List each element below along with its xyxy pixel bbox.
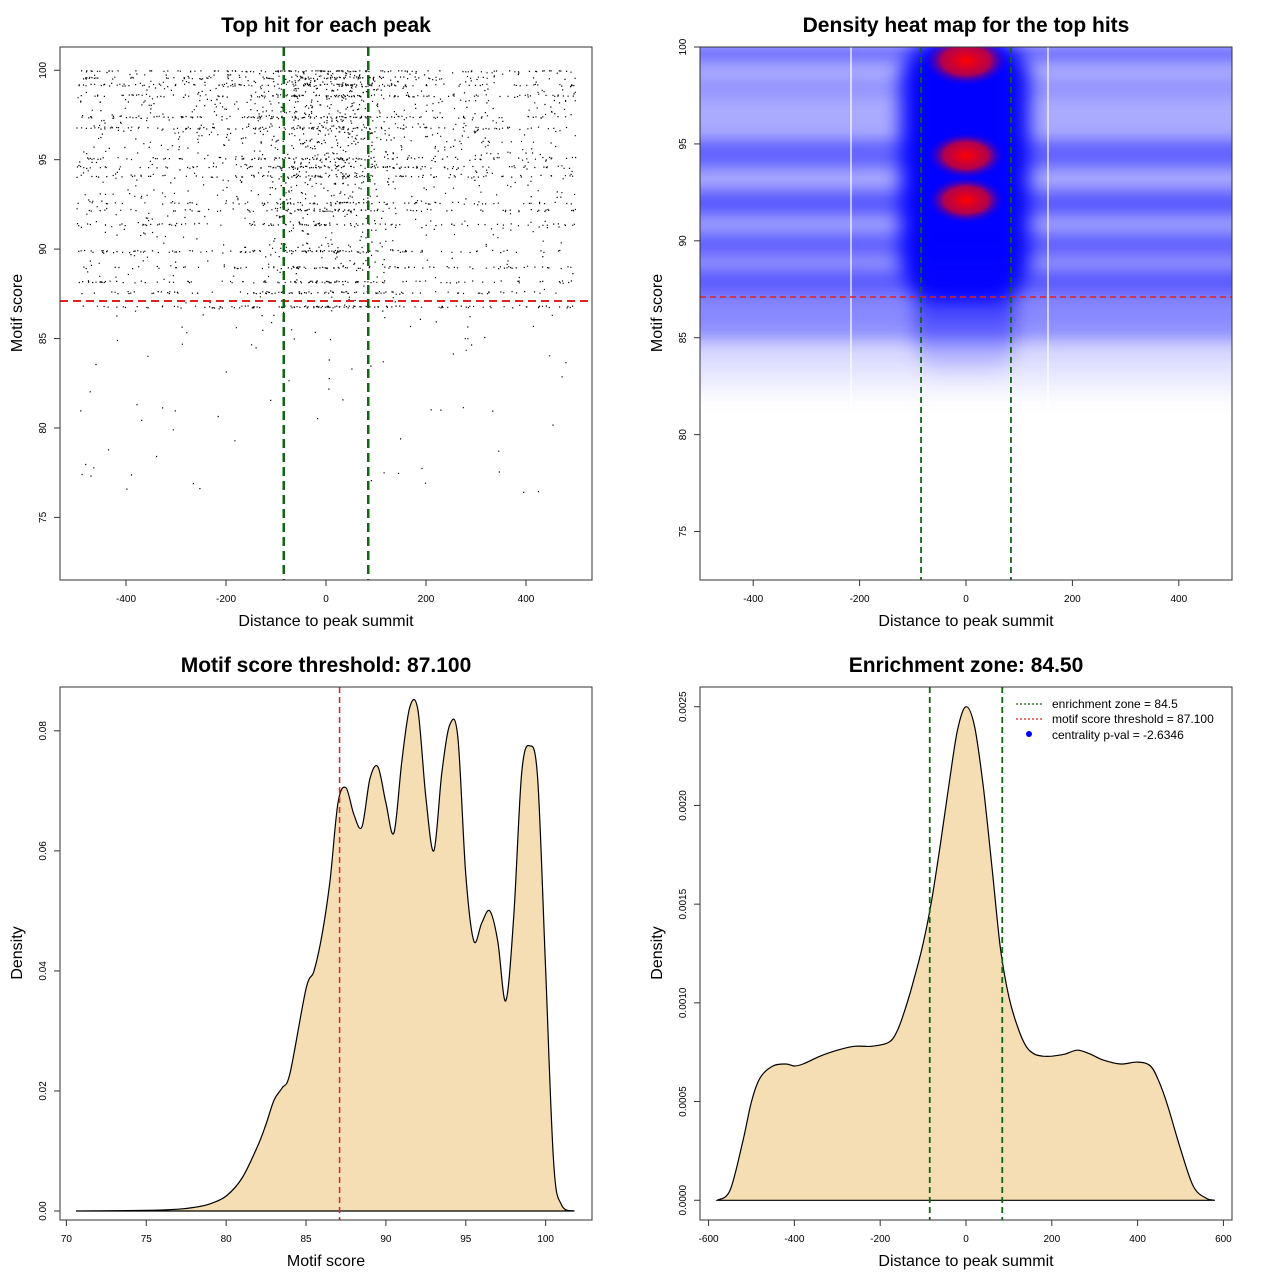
y-tick-label: 85 [38,333,49,345]
score-density-title: Motif score threshold: 87.100 [181,654,472,677]
distance-density-y-axis: 0.0000 0.0005 0.0010 0.0015 0.0020 0.0025 [678,691,700,1216]
score-density-x-label: Motif score [287,1253,365,1270]
x-tick-label: -200 [870,1234,890,1245]
x-tick-label: -400 [116,594,136,605]
y-tick-label: 80 [38,422,49,434]
x-tick-label: 85 [300,1234,312,1245]
x-tick-label: -600 [699,1234,719,1245]
y-tick-label: 90 [678,235,689,247]
legend: enrichment zone = 84.5 motif score thres… [1016,697,1214,742]
y-tick-label: 75 [38,511,49,523]
x-tick-label: 200 [418,594,435,605]
heatmap-hot-spot [926,176,1006,225]
y-tick-label: 95 [38,154,49,166]
y-tick-label: 0.02 [38,1081,49,1101]
distance-density-curve [715,706,1215,1201]
heatmap-hot-spot [926,131,1006,180]
distance-density-y-label: Density [649,926,666,979]
y-tick-label: 0.06 [38,841,49,861]
x-tick-label: 0 [963,1234,969,1245]
y-tick-label: 0.0000 [678,1185,689,1216]
x-tick-label: 95 [460,1234,472,1245]
y-tick-label: 100 [678,38,689,55]
y-tick-label: 0.04 [38,961,49,981]
x-tick-label: 400 [518,594,535,605]
y-tick-label: 0.0015 [678,888,689,919]
heatmap-title: Density heat map for the top hits [803,14,1130,37]
panel-heatmap: Density heat map for the top hits [649,14,1233,630]
x-tick-label: -400 [784,1234,804,1245]
score-density-y-axis: 0.00 0.02 0.04 0.06 0.08 [38,721,60,1221]
y-tick-label: 75 [678,526,689,538]
y-tick-label: 0.0025 [678,691,689,722]
x-tick-label: -200 [216,594,236,605]
distance-density-x-axis: -600 -400 -200 0 200 400 600 [699,1220,1232,1245]
heatmap-y-label: Motif score [649,274,666,352]
y-tick-label: 100 [38,61,49,78]
y-tick-label: 80 [678,429,689,441]
heatmap-area [700,47,1232,580]
y-tick-label: 95 [678,138,689,150]
score-density-y-label: Density [9,926,26,979]
x-tick-label: 0 [323,594,329,605]
x-tick-label: 0 [963,594,969,605]
heatmap-y-axis: 75 80 85 90 95 100 [678,38,700,537]
y-tick-label: 0.00 [38,1201,49,1221]
y-tick-label: 0.0005 [678,1086,689,1117]
scatter-y-axis: 75 80 85 90 95 100 [38,61,60,523]
heatmap-hot-spot [922,47,1010,87]
score-density-curve [75,698,575,1212]
legend-zone-label: enrichment zone = 84.5 [1052,697,1178,711]
y-tick-label: 85 [678,332,689,344]
x-tick-label: 90 [380,1234,392,1245]
scatter-x-axis: -400 -200 0 200 400 [116,580,535,605]
legend-pval-label: centrality p-val = -2.6346 [1052,728,1184,742]
x-tick-label: 200 [1043,1234,1060,1245]
distance-density-x-label: Distance to peak summit [878,1253,1054,1270]
heatmap-x-label: Distance to peak summit [878,613,1054,630]
x-tick-label: 70 [61,1234,73,1245]
x-tick-label: 100 [537,1234,554,1245]
x-tick-label: 400 [1129,1234,1146,1245]
score-density-x-axis: 70 75 80 85 90 95 100 [61,1220,554,1245]
legend-pval-dot [1026,731,1032,737]
x-tick-label: 75 [141,1234,153,1245]
x-tick-label: 200 [1064,594,1081,605]
distance-density-title: Enrichment zone: 84.50 [849,654,1084,677]
y-tick-label: 0.08 [38,721,49,741]
y-tick-label: 0.0010 [678,987,689,1018]
x-tick-label: 400 [1170,594,1187,605]
x-tick-label: 600 [1215,1234,1232,1245]
scatter-points [76,70,577,494]
scatter-x-label: Distance to peak summit [238,613,414,630]
x-tick-label: 80 [221,1234,233,1245]
scatter-y-label: Motif score [9,274,26,352]
x-tick-label: -400 [743,594,763,605]
scatter-plot-frame [59,46,593,581]
score-density-plot-frame [59,686,593,1221]
heatmap-hot-spots [922,47,1010,225]
panel-score-density: Motif score threshold: 87.100 70 75 80 85 90… [9,654,593,1270]
scatter-point-cloud [76,70,577,494]
legend-threshold-label: motif score threshold = 87.100 [1052,712,1214,726]
panel-distance-density: Enrichment zone: 84.50 -600 -400 -200 0 200 4… [649,654,1233,1270]
panel-scatter: Top hit for each peak -400 -200 0 200 400 75… [9,14,593,630]
y-tick-label: 90 [38,243,49,255]
x-tick-label: -200 [850,594,870,605]
y-tick-label: 0.0020 [678,790,689,821]
scatter-title: Top hit for each peak [221,14,431,37]
heatmap-x-axis: -400 -200 0 200 400 [743,580,1188,605]
